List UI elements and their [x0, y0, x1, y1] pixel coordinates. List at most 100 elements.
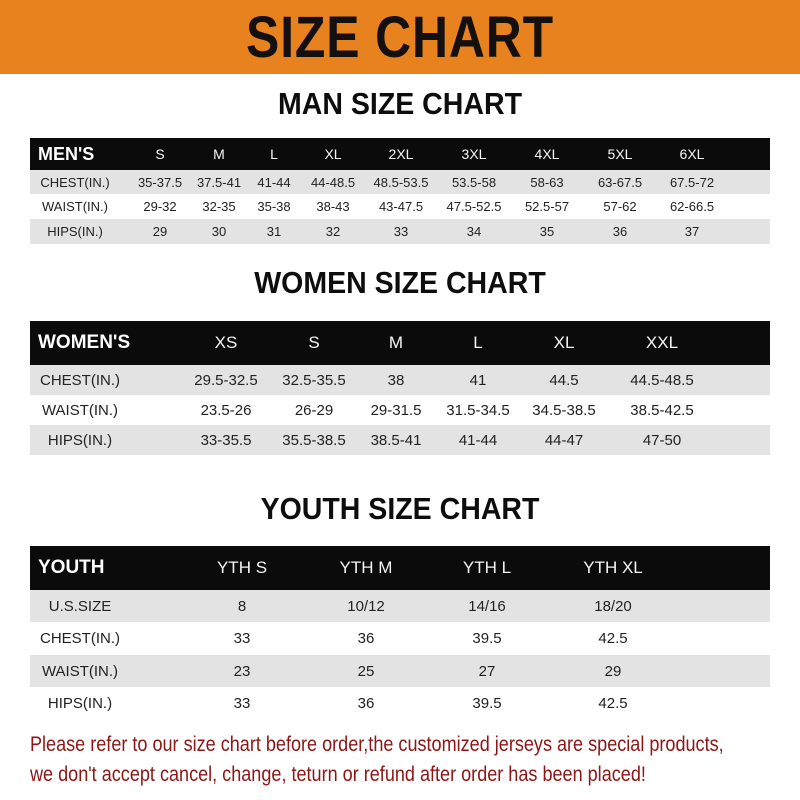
table-cell: 57-62 [603, 199, 637, 214]
table-cell: 47.5-52.5 [446, 199, 502, 214]
table-cell: 33-35.5 [200, 431, 252, 449]
table-cell: 31 [266, 224, 282, 239]
table-cell: 29-31.5 [370, 401, 422, 419]
table-cell: 43-47.5 [378, 199, 424, 214]
men-size-header: S [155, 146, 165, 162]
table-cell: 62-66.5 [669, 199, 715, 214]
youth-header-row: YOUTH YTH S YTH M YTH L YTH XL [30, 546, 770, 590]
women-table-row: CHEST(IN.) 29.5-32.5 32.5-35.5 38 41 44.5 44.5… [30, 365, 770, 395]
row-label: HIPS(IN.) [47, 694, 113, 712]
row-label: WAIST(IN.) [42, 199, 108, 214]
women-size-header: XXL [645, 333, 679, 352]
table-cell: 35 [539, 224, 555, 239]
row-label: HIPS(IN.) [47, 431, 113, 449]
table-cell: 41-44 [458, 431, 498, 449]
table-cell: 25 [357, 662, 375, 680]
table-cell: 26-29 [294, 401, 334, 419]
table-cell: 33 [233, 694, 251, 712]
youth-table-row: U.S.SIZE 8 10/12 14/16 18/20 [30, 590, 770, 622]
table-cell: 31.5-34.5 [446, 401, 510, 419]
table-cell: 44-48.5 [310, 174, 356, 190]
table-cell: 38-43 [316, 199, 350, 214]
youth-size-header: YTH M [339, 558, 393, 577]
banner-title: SIZE CHART [246, 4, 554, 70]
table-cell: 44-47 [544, 431, 584, 449]
table-cell: 38.5-41 [370, 431, 422, 449]
women-size-header: S [308, 333, 320, 352]
table-cell: 41 [469, 371, 487, 389]
youth-header-label: YOUTH [38, 557, 105, 578]
table-cell: 33 [393, 224, 409, 239]
women-size-header: M [388, 333, 404, 352]
youth-size-header: YTH L [462, 558, 512, 577]
row-label: WAIST(IN.) [41, 401, 119, 419]
table-cell: 39.5 [472, 630, 502, 647]
table-cell: 44.5-48.5 [630, 371, 694, 389]
men-size-header: 6XL [679, 146, 705, 162]
table-cell: 42.5 [598, 694, 628, 712]
table-cell: 38 [387, 371, 405, 389]
table-cell: 48.5-53.5 [373, 174, 429, 190]
table-cell: 36 [612, 224, 628, 239]
youth-table-row: WAIST(IN.) 23 25 27 29 [30, 655, 770, 687]
table-cell: 30 [211, 224, 227, 239]
table-cell: 23.5-26 [200, 401, 252, 419]
table-cell: 27 [478, 662, 496, 680]
table-cell: 32 [325, 224, 341, 239]
table-cell: 39.5 [472, 694, 502, 712]
row-label: CHEST(IN.) [40, 371, 120, 389]
women-table-row: WAIST(IN.) 23.5-26 26-29 29-31.5 31.5-34.5 34… [30, 395, 770, 425]
men-table-row: HIPS(IN.) 29 30 31 32 33 34 35 36 37 [30, 219, 770, 244]
table-cell: 53.5-58 [451, 174, 497, 190]
row-label: CHEST(IN.) [40, 174, 110, 190]
men-header-label: MEN'S [38, 143, 95, 164]
men-size-header: XL [324, 146, 342, 162]
table-cell: 47-50 [642, 431, 682, 449]
men-section-title: MAN SIZE CHART [277, 86, 523, 121]
table-cell: 10/12 [347, 597, 385, 615]
youth-size-header: YTH S [216, 558, 268, 577]
table-cell: 63-67.5 [597, 174, 643, 190]
table-cell: 33 [233, 630, 251, 647]
row-label: U.S.SIZE [48, 597, 112, 615]
women-section-title: WOMEN SIZE CHART [254, 265, 546, 300]
table-cell: 29 [604, 662, 622, 680]
table-cell: 29 [152, 224, 168, 239]
table-cell: 14/16 [468, 597, 506, 615]
table-cell: 67.5-72 [669, 174, 715, 190]
men-size-header: 4XL [534, 146, 560, 162]
youth-table-row: HIPS(IN.) 33 36 39.5 42.5 [30, 687, 770, 719]
table-cell: 52.5-57 [524, 199, 570, 214]
women-size-header: XS [214, 333, 238, 352]
table-cell: 37.5-41 [196, 174, 242, 190]
row-label: HIPS(IN.) [47, 224, 103, 239]
men-size-header: 2XL [388, 146, 414, 162]
row-label: CHEST(IN.) [40, 630, 120, 647]
table-cell: 58-63 [530, 174, 564, 190]
table-cell: 32.5-35.5 [282, 371, 346, 389]
table-cell: 32-35 [202, 199, 236, 214]
table-cell: 36 [357, 630, 375, 647]
youth-table-row: CHEST(IN.) 33 36 39.5 42.5 [30, 622, 770, 655]
men-header-row: MEN'S S M L XL 2XL 3XL 4XL 5XL 6XL [30, 138, 770, 170]
table-cell: 41-44 [257, 174, 291, 190]
table-cell: 38.5-42.5 [630, 401, 694, 419]
men-size-header: 5XL [607, 146, 633, 162]
women-size-header: XL [553, 333, 575, 352]
notice-line-1: Please refer to our size chart before or… [30, 733, 724, 756]
youth-section-title: YOUTH SIZE CHART [260, 491, 540, 526]
banner: SIZE CHART [0, 0, 800, 74]
table-cell: 36 [357, 694, 375, 712]
table-cell: 37 [684, 224, 700, 239]
table-cell: 8 [237, 597, 247, 615]
table-cell: 34.5-38.5 [532, 401, 596, 419]
men-size-header: 3XL [461, 146, 487, 162]
men-table-row: WAIST(IN.) 29-32 32-35 35-38 38-43 43-47.5 47.… [30, 194, 770, 219]
women-table-row: HIPS(IN.) 33-35.5 35.5-38.5 38.5-41 41-44 44-… [30, 425, 770, 455]
table-cell: 18/20 [594, 597, 632, 615]
table-cell: 35-37.5 [137, 174, 183, 190]
table-cell: 23 [233, 662, 251, 680]
table-cell: 34 [466, 224, 482, 239]
table-cell: 35.5-38.5 [282, 431, 346, 449]
men-table-row: CHEST(IN.) 35-37.5 37.5-41 41-44 44-48.5 48.5… [30, 170, 770, 194]
